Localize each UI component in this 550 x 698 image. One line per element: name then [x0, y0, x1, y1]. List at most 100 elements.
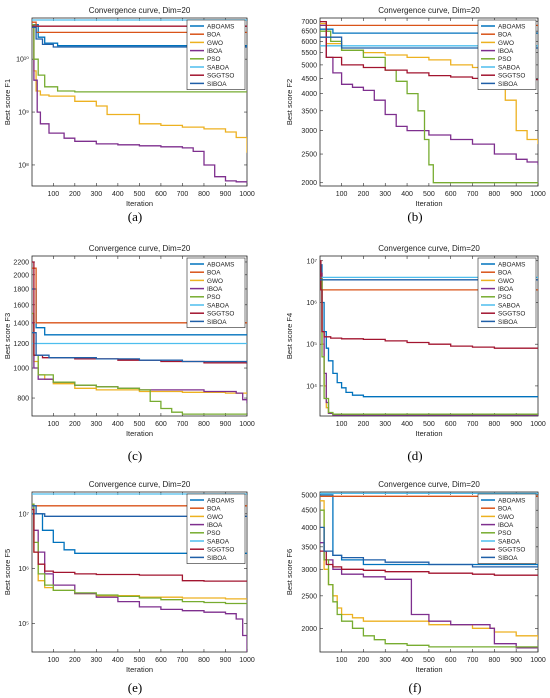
- y-tick-label: 2500: [301, 152, 317, 159]
- y-tick-label: 5000: [301, 62, 317, 69]
- legend-label: IBOA: [498, 48, 514, 55]
- x-tick-label: 900: [510, 421, 522, 428]
- x-tick-label: 900: [510, 657, 522, 664]
- x-tick-label: 200: [358, 657, 370, 664]
- chart-4: Convergence curve, Dim=20 100 200 300 400 500…: [285, 244, 546, 438]
- x-tick-label: 800: [198, 657, 210, 664]
- legend-label: SIBOA: [207, 555, 227, 562]
- legend-label: ABOAMS: [498, 23, 525, 30]
- legend-label: GWO: [207, 278, 223, 285]
- x-tick-label: 100: [336, 191, 348, 198]
- legend-label: IBOA: [498, 286, 514, 293]
- x-tick-label: 600: [155, 191, 167, 198]
- x-tick-label: 700: [177, 657, 189, 664]
- x-tick-label: 400: [401, 191, 413, 198]
- y-tick-label: 800: [17, 396, 29, 403]
- legend-box: [186, 257, 246, 328]
- y-axis-label: Best score F1: [3, 79, 12, 125]
- legend-box: [477, 19, 537, 90]
- legend-label: SIBOA: [498, 555, 518, 562]
- legend-label: PSO: [498, 56, 512, 63]
- series-line-iboa: [320, 24, 538, 165]
- y-axis-label: Best score F5: [3, 549, 12, 595]
- x-tick-label: 600: [155, 421, 167, 428]
- legend-label: SIBOA: [207, 81, 227, 88]
- series-line-sggtso: [32, 508, 247, 582]
- chart-5: Convergence curve, Dim=20 100 200 300 400 500…: [3, 480, 255, 674]
- y-tick-label: 1400: [13, 320, 29, 327]
- chart-title: Convergence curve, Dim=20: [378, 244, 480, 253]
- legend-label: ABOAMS: [207, 261, 234, 268]
- legend-label: SABOA: [207, 64, 230, 71]
- x-tick-label: 400: [112, 657, 124, 664]
- series-group: [320, 260, 538, 416]
- legend-label: ABOAMS: [207, 23, 234, 30]
- legend-label: SGGTSO: [498, 547, 525, 554]
- y-tick-label: 10⁷: [307, 258, 318, 265]
- series-group: [32, 493, 247, 652]
- legend-label: PSO: [207, 294, 221, 301]
- y-tick-label: 4000: [301, 525, 317, 532]
- x-tick-label: 500: [423, 657, 435, 664]
- y-tick-label: 10⁵: [306, 342, 317, 349]
- chart-6: Convergence curve, Dim=20 100 200 300 400 500…: [285, 480, 546, 674]
- y-tick-label: 10⁶: [18, 566, 29, 573]
- legend-label: PSO: [498, 294, 512, 301]
- x-tick-label: 700: [467, 657, 479, 664]
- legend-label: BOA: [498, 506, 512, 513]
- series-line-aboams: [32, 23, 247, 47]
- x-tick-label: 500: [423, 191, 435, 198]
- x-tick-label: 100: [47, 191, 59, 198]
- x-tick-label: 500: [423, 421, 435, 428]
- x-tick-label: 700: [467, 191, 479, 198]
- x-tick-label: 900: [220, 191, 232, 198]
- series-group: [32, 261, 247, 415]
- y-axis-label: Best score F6: [285, 549, 294, 595]
- x-tick-label: 500: [134, 191, 146, 198]
- legend-label: IBOA: [498, 522, 514, 529]
- panel-label-f: (f): [408, 680, 422, 695]
- x-tick-label: 1000: [530, 421, 546, 428]
- x-tick-label: 300: [379, 191, 391, 198]
- y-tick-label: 1200: [13, 341, 29, 348]
- series-line-pso: [32, 23, 247, 93]
- x-axis-label: Iteration: [415, 665, 442, 674]
- legend-label: SGGTSO: [207, 73, 234, 80]
- x-tick-label: 200: [358, 421, 370, 428]
- x-tick-label: 100: [47, 657, 59, 664]
- legend-label: GWO: [498, 278, 514, 285]
- y-tick-label: 1600: [13, 302, 29, 309]
- legend-label: ABOAMS: [498, 261, 525, 268]
- series-line-aboams: [32, 288, 247, 336]
- x-tick-label: 800: [489, 191, 501, 198]
- y-axis-label: Best score F3: [3, 313, 12, 359]
- x-tick-label: 500: [134, 657, 146, 664]
- legend-label: BOA: [207, 270, 221, 277]
- y-tick-label: 1800: [13, 286, 29, 293]
- legend-label: BOA: [498, 32, 512, 39]
- legend-label: SGGTSO: [207, 311, 234, 318]
- legend-label: IBOA: [207, 286, 223, 293]
- y-tick-label: 5500: [301, 50, 317, 57]
- x-tick-label: 800: [198, 421, 210, 428]
- series-line-gwo: [32, 23, 247, 153]
- y-tick-label: 7000: [301, 19, 317, 26]
- series-line-siboa: [32, 505, 247, 517]
- x-axis-label: Iteration: [415, 199, 442, 208]
- x-tick-label: 400: [112, 421, 124, 428]
- y-tick-label: 2500: [301, 593, 317, 600]
- panel-label-a: (a): [127, 209, 143, 224]
- legend-label: SGGTSO: [207, 547, 234, 554]
- x-tick-label: 300: [379, 657, 391, 664]
- legend-box: [186, 19, 246, 90]
- x-tick-label: 400: [112, 191, 124, 198]
- y-tick-label: 10⁸: [18, 162, 29, 169]
- series-line-aboams: [32, 513, 247, 554]
- chart-3: Convergence curve, Dim=20 100 200 300 400 500…: [3, 244, 255, 438]
- x-tick-label: 100: [336, 421, 348, 428]
- legend-label: GWO: [207, 514, 223, 521]
- legend-label: SABOA: [207, 302, 230, 309]
- x-tick-label: 300: [91, 191, 103, 198]
